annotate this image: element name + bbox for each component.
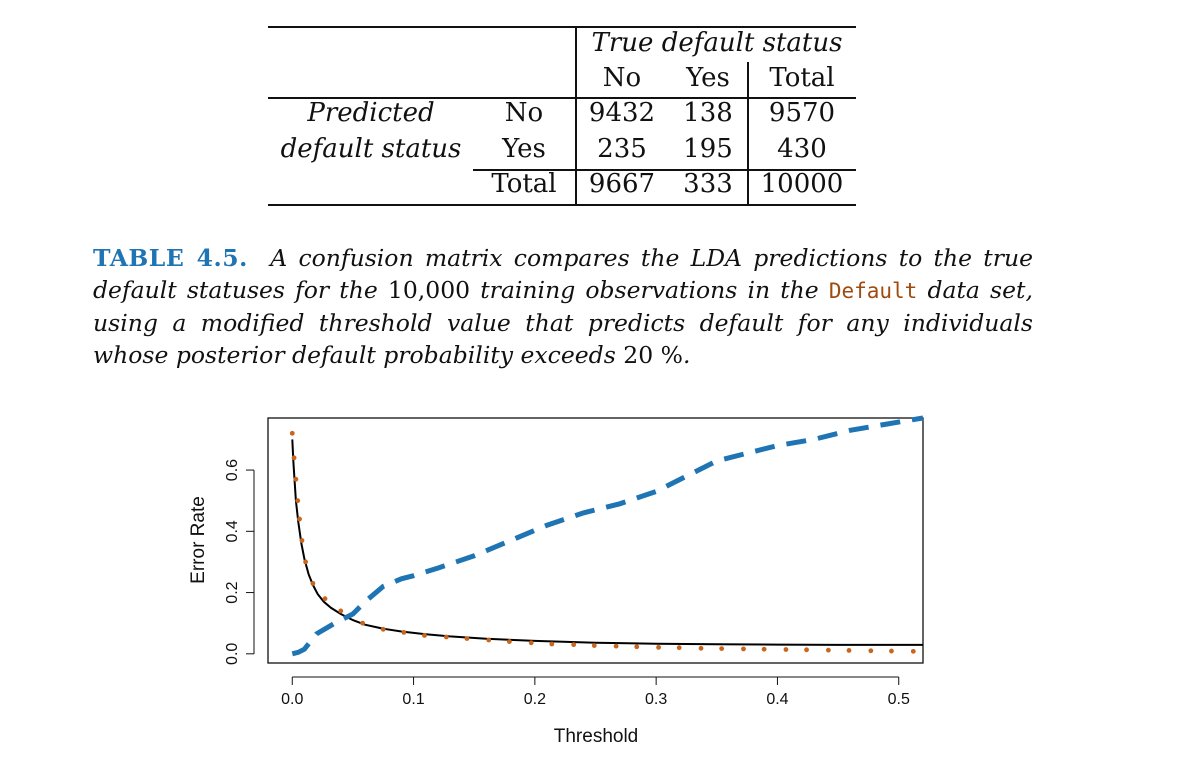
- x-tick-label: 0.0: [281, 691, 303, 708]
- table-cell: 9432: [588, 98, 656, 128]
- table-total-column-divider: [747, 62, 749, 205]
- dotted-series-point: [676, 645, 682, 651]
- table-cell: 430: [777, 134, 827, 164]
- caption-number: 10,000: [387, 276, 471, 304]
- column-group-header: True default status: [591, 28, 843, 58]
- y-tick-label: 0.0: [224, 643, 241, 665]
- dotted-series-point: [846, 648, 852, 653]
- dotted-series-point: [443, 634, 449, 640]
- x-tick-label: 0.2: [524, 691, 546, 708]
- x-axis-label: Threshold: [554, 726, 639, 747]
- y-tick-label: 0.2: [224, 581, 241, 603]
- y-tick-label: 0.6: [224, 459, 241, 481]
- table-total-row-rule: [473, 169, 856, 171]
- dotted-series-point: [464, 636, 470, 641]
- dotted-series-point: [634, 644, 640, 650]
- dotted-series-point: [297, 516, 302, 522]
- dotted-series-point: [868, 648, 874, 654]
- dotted-series-point: [322, 596, 328, 602]
- table-header-rule: [268, 97, 856, 99]
- column-header-total: Total: [769, 63, 835, 93]
- table-top-rule: [268, 26, 856, 28]
- dotted-series-point: [401, 629, 407, 635]
- table-cell: 9570: [768, 98, 836, 128]
- dotted-series-point: [549, 641, 555, 647]
- y-axis: 0.0 0.2 0.4 0.6: [224, 459, 255, 665]
- error-rate-chart: 0.0 0.1 0.2 0.3 0.4 0.5 0.0 0.2 0.4 0.6 Threshol…: [188, 415, 924, 747]
- y-axis-label-rotated: Error Rate: [188, 496, 209, 584]
- table-column-divider: [575, 27, 577, 205]
- column-header-no: No: [602, 63, 642, 93]
- row-label-total: Total: [491, 169, 557, 199]
- dotted-series-point: [486, 637, 492, 643]
- dashed-series-line: [291, 415, 924, 657]
- confusion-matrix-table: True default status No Yes Total Predict…: [0, 0, 1199, 220]
- dotted-series-point: [293, 476, 299, 482]
- row-group-header-line2: default status: [280, 134, 462, 164]
- dotted-series-point: [422, 633, 427, 638]
- table-caption: TABLE 4.5. A confusion matrix compares t…: [93, 242, 1033, 371]
- plot-frame: [267, 417, 924, 664]
- y-tick-label: 0.4: [224, 520, 241, 542]
- dotted-series-point: [571, 642, 577, 648]
- dotted-series-point: [910, 648, 916, 654]
- row-label-yes: Yes: [502, 134, 546, 164]
- caption-text: data set, using a modified threshold val…: [93, 276, 1033, 369]
- dotted-series-point: [613, 643, 619, 649]
- table-bottom-rule: [268, 204, 856, 206]
- dotted-series-point: [289, 430, 295, 436]
- table-cell: 10000: [760, 169, 844, 199]
- dotted-series-point: [506, 639, 512, 644]
- row-group-header-line1: Predicted: [307, 98, 435, 128]
- x-tick-label: 0.3: [645, 691, 667, 708]
- caption-text: training observations in the: [480, 276, 819, 304]
- x-tick-label: 0.1: [402, 691, 424, 708]
- caption-percentage: 20 %: [623, 341, 683, 369]
- dotted-series-point: [825, 647, 831, 653]
- row-label-no: No: [504, 98, 544, 128]
- dotted-series-point: [591, 643, 597, 648]
- x-axis: 0.0 0.1 0.2 0.3 0.4 0.5: [281, 676, 910, 708]
- table-cell: 235: [597, 134, 647, 164]
- dotted-series-point: [698, 645, 704, 651]
- table-cell: 195: [683, 134, 733, 164]
- column-header-yes: Yes: [686, 63, 730, 93]
- dotted-series-point: [338, 608, 344, 614]
- dotted-series-point: [719, 646, 725, 652]
- plot-series: [289, 415, 924, 657]
- table-cell: 138: [683, 98, 733, 128]
- solid-series-line: [291, 439, 923, 646]
- dotted-series-point: [761, 646, 767, 652]
- dotted-series-point: [804, 647, 809, 653]
- dotted-series-point: [380, 626, 386, 632]
- x-tick-label: 0.4: [766, 691, 788, 708]
- table-cell: 9667: [588, 169, 656, 199]
- caption-period: .: [682, 341, 691, 369]
- dotted-series-point: [295, 498, 301, 504]
- dotted-series-point: [741, 646, 746, 652]
- dotted-series-point: [783, 647, 789, 652]
- x-tick-label: 0.5: [888, 691, 910, 708]
- caption-text: A confusion matrix compares the LDA pred…: [93, 244, 1033, 304]
- dotted-series-point: [303, 559, 309, 565]
- dotted-series-point: [360, 620, 366, 626]
- dotted-series-point: [291, 455, 297, 461]
- table-cell: 333: [683, 169, 733, 199]
- dotted-series-point: [656, 644, 661, 650]
- dotted-series-point: [310, 580, 316, 586]
- dotted-series-point: [299, 538, 305, 543]
- dotted-series-point: [889, 648, 894, 654]
- caption-dataset-name: Default: [828, 279, 918, 303]
- caption-label: TABLE 4.5.: [93, 244, 248, 272]
- dotted-series-point: [528, 640, 534, 646]
